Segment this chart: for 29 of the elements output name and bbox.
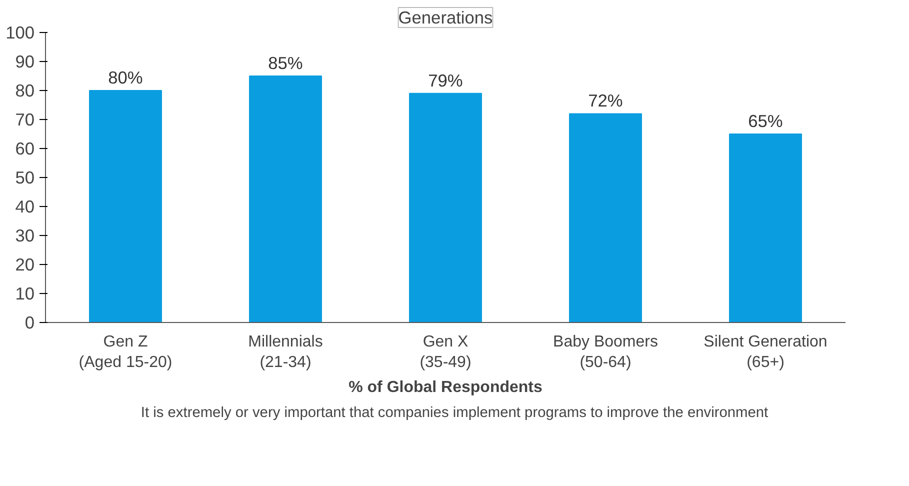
x-tick-label: Gen Z (Aged 15-20) [78,334,172,371]
x-tick-label: Baby Boomers (50-64) [553,334,658,371]
x-tick-label: Millennials (21-34) [248,334,323,371]
text: 79% [428,70,463,90]
y-tick-label: 0 [24,312,35,332]
bar [249,76,322,322]
y-tick-label: 20 [15,254,35,274]
y-tick-label: 40 [15,196,35,216]
x-tick-label: Silent Generation (65+) [704,334,828,371]
bar [729,134,802,322]
text: 72% [588,90,623,111]
bar [89,90,162,322]
bar [569,113,642,322]
y-tick-label: 80 [15,80,35,100]
y-tick-label: 70 [15,110,35,130]
text: 65% [748,111,783,131]
y-tick-label: 90 [15,52,35,72]
text: 85% [268,53,303,73]
text: It is extremely or very important that companies implement programs to improve the environment [140,405,768,421]
bar [409,92,482,322]
y-tick-label: 10 [15,284,35,304]
y-tick-label: 100 [6,22,35,42]
y-tick-label: 60 [15,138,35,158]
chart-title: Generations [398,8,494,28]
y-tick-label: 30 [15,226,35,246]
x-axis-title: % of Global Respondents [348,378,542,396]
text: 80% [108,68,143,88]
x-tick-label: Gen X (35-49) [420,334,472,371]
y-tick-label: 50 [15,168,35,188]
